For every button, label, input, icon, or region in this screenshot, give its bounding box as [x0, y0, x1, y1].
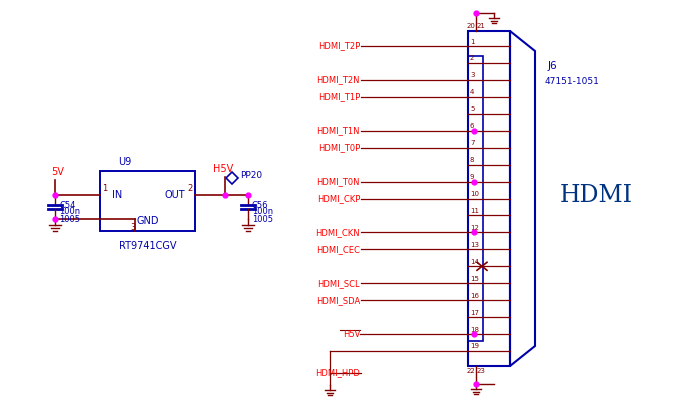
Text: HDMI_T2N: HDMI_T2N [317, 75, 360, 84]
Text: HDMI_T1N: HDMI_T1N [317, 126, 360, 135]
Text: PP20: PP20 [240, 171, 262, 179]
Text: 1005: 1005 [59, 215, 80, 223]
Text: H5V: H5V [213, 164, 233, 174]
Text: H5V: H5V [342, 329, 360, 339]
Text: 1: 1 [470, 39, 475, 45]
Text: 8: 8 [470, 157, 475, 163]
Text: 19: 19 [470, 344, 479, 349]
Text: 18: 18 [470, 327, 479, 332]
Text: 5: 5 [470, 106, 475, 112]
Text: OUT: OUT [164, 190, 185, 200]
Text: 1005: 1005 [252, 215, 273, 223]
Text: RT9741CGV: RT9741CGV [119, 241, 176, 251]
Text: 22: 22 [466, 368, 475, 374]
Text: 16: 16 [470, 293, 479, 299]
Text: 15: 15 [470, 276, 479, 282]
Text: 100n: 100n [59, 208, 80, 216]
Text: HDMI_SCL: HDMI_SCL [317, 279, 360, 288]
Bar [468, 56, 483, 341]
Text: HDMI_CEC: HDMI_CEC [316, 245, 360, 254]
Text: J6: J6 [548, 61, 557, 71]
Text: HDMI_T0P: HDMI_T0P [318, 143, 360, 152]
Text: 6: 6 [470, 123, 475, 129]
Text: 2: 2 [470, 55, 475, 62]
Text: C54: C54 [59, 201, 75, 210]
Text: 100n: 100n [252, 208, 273, 216]
Text: 23: 23 [477, 368, 486, 374]
Text: HDMI_T1P: HDMI_T1P [318, 92, 360, 102]
Text: IN: IN [112, 190, 122, 200]
Text: 9: 9 [470, 174, 475, 180]
Text: HDMI_HPD: HDMI_HPD [315, 369, 360, 377]
Bar [468, 31, 510, 366]
Text: C56: C56 [252, 201, 268, 210]
Text: HDMI_CKP: HDMI_CKP [317, 194, 360, 203]
Text: 21: 21 [477, 23, 486, 29]
Text: 12: 12 [470, 225, 479, 231]
Text: 2: 2 [188, 184, 193, 193]
Text: 4: 4 [470, 89, 475, 95]
Bar [100, 171, 195, 231]
Text: 14: 14 [470, 259, 479, 265]
Text: HDMI_CKN: HDMI_CKN [315, 228, 360, 237]
Text: HDMI_SDA: HDMI_SDA [316, 296, 360, 305]
Text: U9: U9 [118, 157, 132, 167]
Text: GND: GND [136, 216, 159, 226]
Text: 10: 10 [470, 191, 479, 197]
Text: 20: 20 [466, 23, 475, 29]
Text: HDMI_T0N: HDMI_T0N [317, 177, 360, 186]
Text: 13: 13 [470, 242, 479, 248]
Text: 17: 17 [470, 310, 479, 316]
Text: 3: 3 [470, 72, 475, 78]
Text: 5V: 5V [51, 167, 64, 177]
Text: 1: 1 [102, 184, 107, 193]
Text: 11: 11 [470, 208, 479, 214]
Text: HDMI_T2P: HDMI_T2P [318, 42, 360, 50]
Text: 3: 3 [130, 223, 136, 232]
Text: 7: 7 [470, 140, 475, 146]
Text: HDMI: HDMI [560, 185, 633, 208]
Text: 47151-1051: 47151-1051 [545, 77, 600, 86]
